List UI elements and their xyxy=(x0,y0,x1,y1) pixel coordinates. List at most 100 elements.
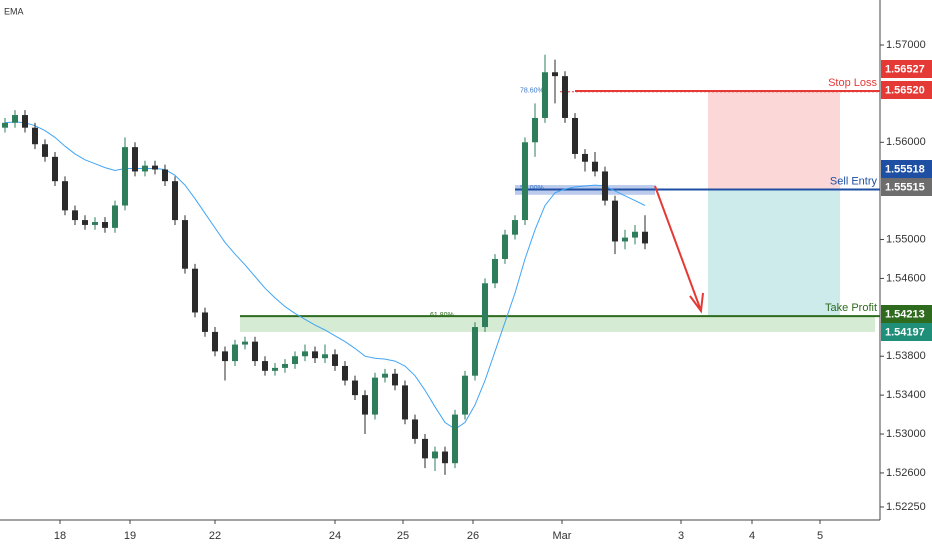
candle-body xyxy=(292,356,298,365)
candle-body xyxy=(482,283,488,328)
candle-body xyxy=(502,234,508,259)
fib-label: 78.60% xyxy=(520,88,544,95)
price-badge-label: 1.55515 xyxy=(885,181,925,193)
price-badge-label: 1.56527 xyxy=(885,63,925,75)
candle-body xyxy=(192,268,198,313)
candle-body xyxy=(612,200,618,242)
candle-body xyxy=(422,438,428,459)
candle-body xyxy=(632,231,638,238)
candle-body xyxy=(142,165,148,172)
candle-body xyxy=(592,161,598,172)
candle-body xyxy=(282,364,288,368)
candle-body xyxy=(42,144,48,157)
y-tick-label: 1.53800 xyxy=(886,350,926,362)
arrow-shaft xyxy=(654,185,701,309)
candle-body xyxy=(202,312,208,332)
candle-body xyxy=(382,373,388,378)
candle-body xyxy=(332,354,338,366)
candle-body xyxy=(32,127,38,145)
candle-body xyxy=(412,419,418,439)
candle-body xyxy=(2,122,8,128)
candle-body xyxy=(132,147,138,172)
price-badge xyxy=(881,323,932,341)
candle-body xyxy=(342,365,348,381)
price-badge-label: 1.56520 xyxy=(885,84,925,96)
y-tick-label: 1.56000 xyxy=(886,136,926,148)
candle-body xyxy=(222,351,228,362)
price-badge xyxy=(881,60,932,78)
price-badge-label: 1.54213 xyxy=(885,308,925,320)
candle-body xyxy=(582,153,588,162)
candle-body xyxy=(472,327,478,376)
reward-box xyxy=(708,189,840,317)
candle-body xyxy=(362,395,368,415)
candle-body xyxy=(62,181,68,211)
candle-body xyxy=(532,117,538,143)
candle-body xyxy=(352,380,358,396)
candle-body xyxy=(512,220,518,235)
candle-body xyxy=(12,115,18,123)
fib-label: 50.00% xyxy=(520,185,544,192)
candle-body xyxy=(92,222,98,225)
candle-body xyxy=(442,451,448,464)
candle-body xyxy=(72,210,78,221)
candle-body xyxy=(572,117,578,154)
candle-body xyxy=(542,72,548,118)
candle-body xyxy=(242,341,248,345)
candle-body xyxy=(122,147,128,206)
x-tick-label: Mar xyxy=(553,530,572,542)
price-badge-label: 1.54197 xyxy=(885,326,925,338)
candle-body xyxy=(212,331,218,352)
candle-body xyxy=(562,76,568,118)
y-tick-label: 1.53400 xyxy=(886,389,926,401)
x-tick-label: 5 xyxy=(817,530,823,542)
price-badge xyxy=(881,81,932,99)
candle-body xyxy=(312,351,318,359)
level-label: Stop Loss xyxy=(828,77,877,89)
x-tick-label: 4 xyxy=(749,530,755,542)
candle-body xyxy=(22,115,28,128)
price-badge-label: 1.55518 xyxy=(885,163,925,175)
y-tick-label: 1.54600 xyxy=(886,272,926,284)
x-tick-label: 24 xyxy=(329,530,341,542)
price-badge xyxy=(881,305,932,323)
x-tick-label: 22 xyxy=(209,530,221,542)
risk-box xyxy=(708,91,840,190)
zone xyxy=(240,316,875,332)
candle-body xyxy=(602,171,608,201)
x-tick-label: 18 xyxy=(54,530,66,542)
candle-body xyxy=(82,220,88,225)
ema-line xyxy=(4,121,646,430)
candle-body xyxy=(402,385,408,420)
y-tick-label: 1.52600 xyxy=(886,467,926,479)
candle-body xyxy=(272,367,278,371)
x-tick-label: 3 xyxy=(678,530,684,542)
y-tick-label: 1.52250 xyxy=(886,501,926,513)
candle-body xyxy=(102,222,108,228)
candle-body xyxy=(302,351,308,357)
price-badge xyxy=(881,160,932,178)
x-tick-label: 25 xyxy=(397,530,409,542)
candle-body xyxy=(392,373,398,386)
candle-body xyxy=(52,156,58,182)
candle-body xyxy=(432,451,438,459)
candle-body xyxy=(552,72,558,77)
y-tick-label: 1.55000 xyxy=(886,233,926,245)
candle-body xyxy=(152,165,158,170)
candle-body xyxy=(262,361,268,371)
candle-body xyxy=(522,142,528,221)
candle-body xyxy=(622,237,628,242)
candle-body xyxy=(452,414,458,464)
candle-body xyxy=(492,258,498,284)
candle-body xyxy=(372,377,378,415)
candle-body xyxy=(232,344,238,362)
candle-body xyxy=(162,169,168,182)
candle-body xyxy=(112,205,118,228)
y-tick-label: 1.53000 xyxy=(886,428,926,440)
level-label: Take Profit xyxy=(825,302,877,314)
candle-body xyxy=(322,354,328,359)
candle-body xyxy=(642,231,648,244)
indicator-label: EMA xyxy=(4,6,24,16)
x-tick-label: 26 xyxy=(467,530,479,542)
